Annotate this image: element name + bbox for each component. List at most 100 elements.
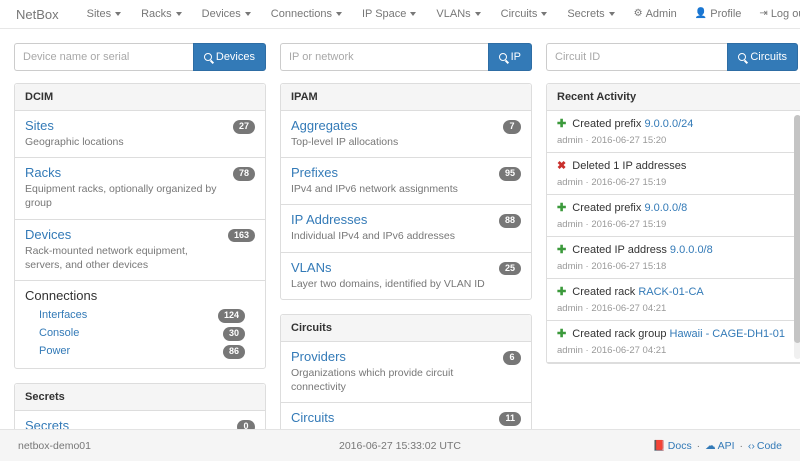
badge-vlans: 25 <box>498 261 521 276</box>
badge-aggregates: 7 <box>503 120 521 134</box>
nav-menu: Sites Racks Devices Connections IP Space… <box>77 8 625 20</box>
sub-row-console[interactable]: Console 30 <box>39 324 255 342</box>
footer-link-docs[interactable]: 📕 Docs <box>653 440 692 452</box>
activity-scrollbar-thumb[interactable] <box>794 115 800 343</box>
footer-link-api[interactable]: ☁ API <box>705 440 734 452</box>
activity-meta: admin · 2016-06-27 04:21 <box>557 344 667 356</box>
link-power[interactable]: Power <box>39 344 71 357</box>
book-icon: 📕 <box>652 440 666 452</box>
nav-label: Connections <box>270 8 332 20</box>
connections-sublist: Interfaces 124 Console 30 Power 86 <box>25 306 255 360</box>
dashboard-columns: DCIM Sites 27 Geographic locations Racks… <box>0 71 800 461</box>
activity-item[interactable]: ✚ Created IP address 9.0.0.0/8 admin · 2… <box>547 237 800 279</box>
link-interfaces[interactable]: Interfaces <box>39 308 88 321</box>
nav-item-connections[interactable]: Connections <box>261 8 352 20</box>
list-item-aggregates[interactable]: Aggregates 7 Top-level IP allocations <box>281 111 531 159</box>
activity-item[interactable]: ✚ Created prefix 9.0.0.0/24 admin · 2016… <box>547 111 800 153</box>
panel-ipam-heading: IPAM <box>281 84 531 111</box>
badge-sites: 27 <box>232 120 255 134</box>
page-footer: netbox-demo01 2016-06-27 15:33:02 UTC 📕 D… <box>0 429 800 461</box>
cross-icon: ✖ <box>557 159 567 172</box>
nav-item-logout[interactable]: ⇥ Log out <box>750 8 800 20</box>
nav-item-ip-space[interactable]: IP Space <box>352 8 426 20</box>
link-prefixes[interactable]: Prefixes <box>291 165 338 181</box>
plus-icon: ✚ <box>557 327 567 340</box>
dcim-list: Sites 27 Geographic locations Racks 78 E… <box>15 111 265 368</box>
link-providers[interactable]: Providers <box>291 348 346 364</box>
link-aggregates[interactable]: Aggregates <box>291 118 358 133</box>
badge-racks: 78 <box>232 167 255 182</box>
code-icon: ‹› <box>747 440 755 452</box>
footer-code-label: Code <box>756 440 782 452</box>
link-vlans[interactable]: VLANs <box>291 259 332 275</box>
ip-search-input[interactable] <box>280 43 488 71</box>
activity-object-link[interactable]: 9.0.0.0/8 <box>669 243 713 256</box>
activity-scrollbar[interactable] <box>794 115 800 359</box>
link-console[interactable]: Console <box>39 326 80 339</box>
activity-meta: admin · 2016-06-27 15:18 <box>557 260 667 272</box>
activity-item[interactable]: ✚ Created prefix 9.0.0.0/8 admin · 2016-… <box>547 195 800 237</box>
nav-item-secrets[interactable]: Secrets <box>557 8 624 20</box>
ip-search-group: IP <box>280 43 532 71</box>
brand-logo[interactable]: NetBox <box>16 6 59 22</box>
footer-link-code[interactable]: ‹› Code <box>748 440 782 452</box>
list-item-racks[interactable]: Racks 78 Equipment racks, optionally org… <box>15 158 265 220</box>
activity-item[interactable]: ✚ Created rack RACK-01-CA admin · 2016-0… <box>547 279 800 321</box>
panel-ipam: IPAM Aggregates 7 Top-level IP allocatio… <box>280 83 532 300</box>
activity-meta: admin · 2016-06-27 15:19 <box>557 176 667 188</box>
activity-line: ✖ Deleted 1 IP addresses <box>557 159 785 175</box>
activity-list[interactable]: ✚ Created prefix 9.0.0.0/24 admin · 2016… <box>547 111 800 363</box>
activity-action: Created IP address <box>572 243 667 256</box>
nav-item-sites[interactable]: Sites <box>77 8 131 20</box>
nav-item-vlans[interactable]: VLANs <box>426 8 490 20</box>
panel-circuits-heading: Circuits <box>281 314 531 342</box>
activity-object-link[interactable]: 9.0.0.0/8 <box>644 201 688 214</box>
sub-row-interfaces[interactable]: Interfaces 124 <box>39 306 255 324</box>
footer-docs-label: Docs <box>667 440 692 452</box>
plus-icon: ✚ <box>557 201 567 214</box>
device-search-input[interactable] <box>14 43 193 71</box>
sub-row-power[interactable]: Power 86 <box>39 342 255 360</box>
list-item-vlans[interactable]: VLANs 25 Layer two domains, identified b… <box>281 253 531 299</box>
nav-item-profile[interactable]: 👤 Profile <box>686 8 751 20</box>
ip-search-button[interactable]: IP <box>487 43 532 71</box>
badge-devices: 163 <box>227 228 255 243</box>
list-item-devices[interactable]: Devices 163 Rack-mounted network equipme… <box>15 220 265 281</box>
footer-api-label: API <box>717 440 735 452</box>
chevron-down-icon <box>244 12 251 16</box>
nav-label: Admin <box>645 8 677 20</box>
link-devices[interactable]: Devices <box>25 226 72 242</box>
nav-item-racks[interactable]: Racks <box>131 8 192 20</box>
device-search-button-label: Devices <box>215 51 255 63</box>
gear-icon: ⚙ <box>633 8 643 19</box>
activity-object-link[interactable]: RACK-01-CA <box>638 285 704 298</box>
activity-item[interactable]: ✚ Created rack group Hawaii - CAGE-DH1-0… <box>547 321 800 363</box>
nav-label: Devices <box>201 8 241 20</box>
desc-racks: Equipment racks, optionally organized by… <box>25 183 217 210</box>
nav-item-devices[interactable]: Devices <box>192 8 261 20</box>
link-racks[interactable]: Racks <box>25 165 62 181</box>
list-item-prefixes[interactable]: Prefixes 95 IPv4 and IPv6 network assign… <box>281 158 531 206</box>
link-circuits[interactable]: Circuits <box>291 410 335 426</box>
connections-title: Connections <box>25 287 98 303</box>
list-item-sites[interactable]: Sites 27 Geographic locations <box>15 111 265 159</box>
chevron-down-icon <box>115 12 122 16</box>
plus-icon: ✚ <box>557 285 567 298</box>
circuit-search-input[interactable] <box>546 43 728 71</box>
link-ip-addresses[interactable]: IP Addresses <box>291 212 368 228</box>
activity-item[interactable]: ✖ Deleted 1 IP addresses admin · 2016-06… <box>547 153 800 195</box>
list-item-providers[interactable]: Providers 6 Organizations which provide … <box>281 342 531 404</box>
circuit-search-button[interactable]: Circuits <box>727 43 798 71</box>
device-search-button[interactable]: Devices <box>192 43 266 71</box>
chevron-down-icon <box>608 12 615 16</box>
list-item-ip-addresses[interactable]: IP Addresses 88 Individual IPv4 and IPv6… <box>281 205 531 253</box>
nav-item-circuits[interactable]: Circuits <box>491 8 558 20</box>
badge-circuits: 11 <box>499 412 521 426</box>
chevron-down-icon <box>474 12 481 16</box>
link-sites[interactable]: Sites <box>25 118 54 133</box>
activity-line: ✚ Created prefix 9.0.0.0/24 <box>557 117 785 133</box>
activity-line: ✚ Created prefix 9.0.0.0/8 <box>557 201 785 217</box>
nav-item-admin[interactable]: ⚙ Admin <box>625 8 686 20</box>
activity-object-link[interactable]: 9.0.0.0/24 <box>644 118 694 130</box>
activity-object-link[interactable]: Hawaii - CAGE-DH1-01 <box>669 327 786 340</box>
